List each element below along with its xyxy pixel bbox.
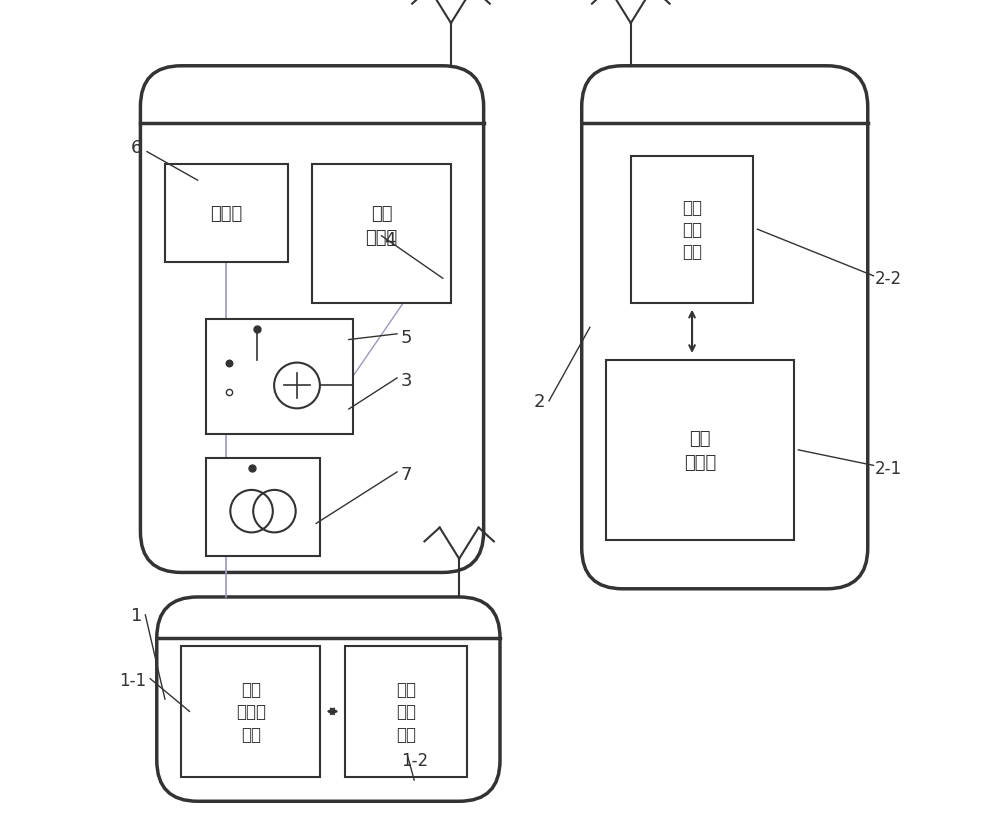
Text: 7: 7 <box>400 466 412 484</box>
Text: 2: 2 <box>533 392 545 410</box>
Text: 第一
无线
网关: 第一 无线 网关 <box>682 199 702 261</box>
Text: 3: 3 <box>400 372 412 390</box>
Text: 4: 4 <box>384 231 395 249</box>
Bar <box>181 646 320 776</box>
Bar <box>631 156 753 303</box>
Text: 田间
物联网
终端: 田间 物联网 终端 <box>236 681 266 743</box>
Text: 远程
控制器: 远程 控制器 <box>365 205 398 247</box>
Text: 1-1: 1-1 <box>119 672 146 690</box>
Text: 2-1: 2-1 <box>875 459 902 477</box>
Text: 1: 1 <box>131 606 142 624</box>
Bar <box>606 360 794 540</box>
Text: 5: 5 <box>400 328 412 346</box>
Bar <box>312 165 451 303</box>
FancyBboxPatch shape <box>140 66 484 572</box>
FancyBboxPatch shape <box>582 66 868 589</box>
Bar <box>165 165 288 263</box>
Text: 网络
服务器: 网络 服务器 <box>684 429 716 471</box>
Bar <box>345 646 467 776</box>
FancyBboxPatch shape <box>157 597 500 801</box>
Bar <box>206 319 353 434</box>
Bar <box>206 459 320 556</box>
Text: 2-2: 2-2 <box>875 270 902 288</box>
Text: 6: 6 <box>131 139 142 157</box>
Text: 供电箱: 供电箱 <box>210 205 242 223</box>
Text: 1-2: 1-2 <box>401 752 428 770</box>
Text: 雷电
监测
装置: 雷电 监测 装置 <box>396 681 416 743</box>
